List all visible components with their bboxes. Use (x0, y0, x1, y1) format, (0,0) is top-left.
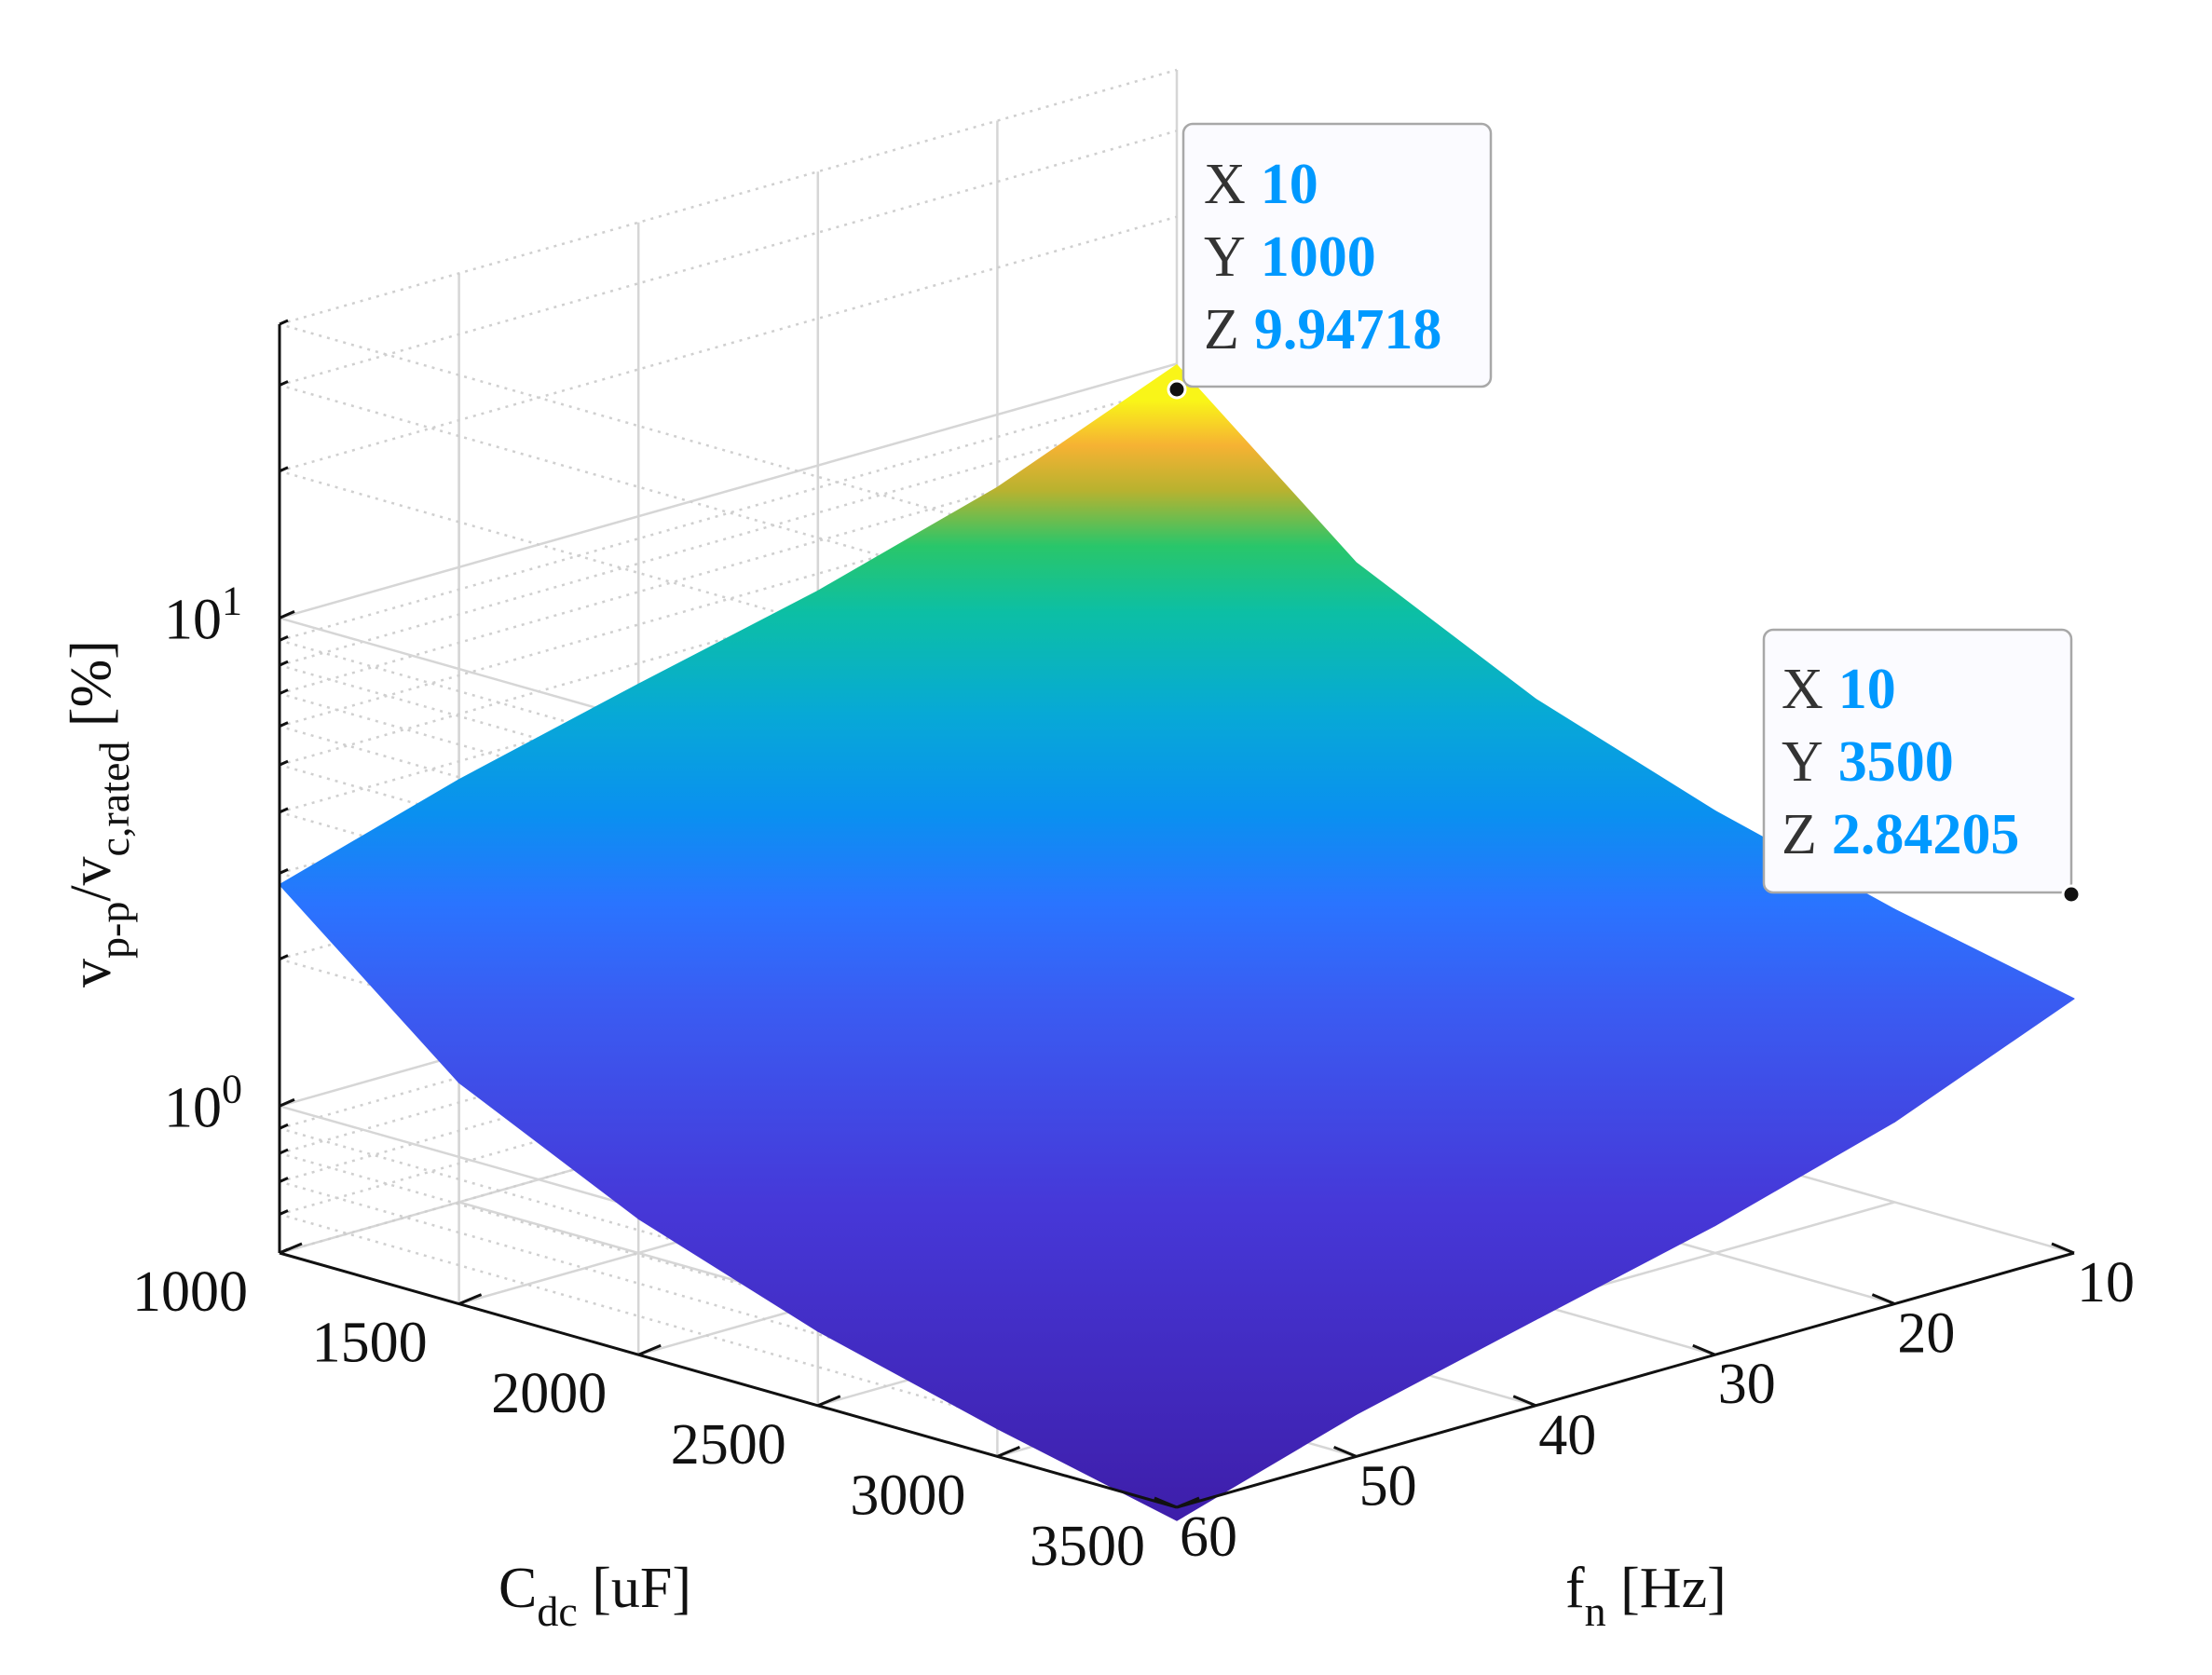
x-tick-label: 40 (1538, 1404, 1596, 1467)
datatip-top-x-row: X 10 (1204, 153, 1318, 216)
z-tick-label: 101 (164, 578, 242, 651)
y-tick (637, 1343, 662, 1356)
datatip-right-box (1762, 628, 2073, 894)
y-tick-label: 1000 (132, 1260, 248, 1324)
z-tick-minor (279, 867, 289, 875)
wall-grid-minor (279, 215, 1178, 472)
z-tick-minor (279, 660, 289, 667)
y-tick (996, 1446, 1020, 1458)
datatip-right-x-row: X 10 (1782, 658, 1896, 721)
y-tick (817, 1395, 841, 1408)
x-axis-title: fn [Hz] (1565, 1557, 1727, 1635)
y-tick-label: 2500 (671, 1413, 786, 1477)
datatip-right-z-row: Z 2.84205 (1782, 803, 2019, 866)
datatip-right-marker (2061, 884, 2082, 905)
z-tick-major (279, 1097, 295, 1108)
x-tick-label: 10 (2077, 1251, 2135, 1314)
datatip-right-y-row: Y 3500 (1782, 730, 1954, 794)
datatip-top-y-row: Y 1000 (1204, 225, 1376, 289)
x-tick (1333, 1446, 1358, 1458)
y-axis-line (279, 1251, 1178, 1509)
y-tick (458, 1293, 483, 1305)
datatip-top[interactable]: X 10 Y 1000 Z 9.94718 (1167, 122, 1493, 400)
z-tick-label: 100 (164, 1066, 242, 1139)
y-tick (1176, 1496, 1200, 1509)
x-tick-label: 30 (1718, 1353, 1776, 1416)
datatip-top-marker (1167, 379, 1187, 400)
z-tick-minor (279, 721, 289, 729)
x-axis-line (1176, 1251, 2075, 1509)
datatip-top-z-row: Z 9.94718 (1204, 298, 1441, 361)
x-tick (1154, 1496, 1178, 1509)
z-tick-minor (279, 1177, 289, 1183)
datatip-right[interactable]: X 10 Y 3500 Z 2.84205 (1762, 628, 2082, 905)
y-tick-label: 2000 (491, 1362, 607, 1425)
datatip-top-box (1181, 122, 1493, 388)
y-tick-label: 3500 (1030, 1515, 1145, 1578)
y-axis-title: Cdc [uF] (498, 1557, 691, 1635)
x-tick-label: 50 (1359, 1454, 1417, 1518)
z-tick-minor (279, 380, 289, 387)
z-tick-major (279, 610, 295, 620)
surface-patch (996, 1321, 1358, 1521)
x-tick (1512, 1395, 1536, 1408)
wall-grid-major (279, 362, 1178, 620)
x-tick (1692, 1343, 1716, 1356)
z-tick-minor (279, 688, 289, 695)
x-tick-label: 20 (1897, 1302, 1955, 1366)
x-tick-label: 60 (1180, 1505, 1237, 1569)
z-tick-minor (279, 1123, 289, 1130)
wall-grid-minor (279, 129, 1178, 387)
y-tick-label: 3000 (850, 1464, 965, 1527)
y-tick-label: 1500 (312, 1312, 428, 1375)
surface (279, 364, 2075, 1521)
z-axis-title: vp-p/vc,rated [%] (60, 640, 138, 987)
z-tick-minor (279, 1247, 289, 1255)
z-tick-minor (279, 635, 289, 642)
x-tick (2051, 1242, 2075, 1255)
axes (278, 319, 2075, 1509)
z-tick-minor (279, 759, 289, 767)
datatips: X 10 Y 1000 Z 9.94718 X 10 Y 3500 Z 2.84205 (1167, 122, 2082, 905)
z-tick-minor (279, 954, 289, 960)
z-tick-minor (279, 466, 289, 473)
z-tick-minor (279, 1148, 289, 1155)
tick-labels: 10 20 30 40 50 60 1000 1500 2000 2500 3000 3500 100 1… (132, 578, 2135, 1578)
x-tick (1871, 1293, 1895, 1305)
wall-grid-minor (279, 68, 1178, 326)
z-tick-minor (279, 807, 289, 814)
z-tick-minor (279, 319, 289, 326)
z-tick-minor (279, 1209, 289, 1216)
